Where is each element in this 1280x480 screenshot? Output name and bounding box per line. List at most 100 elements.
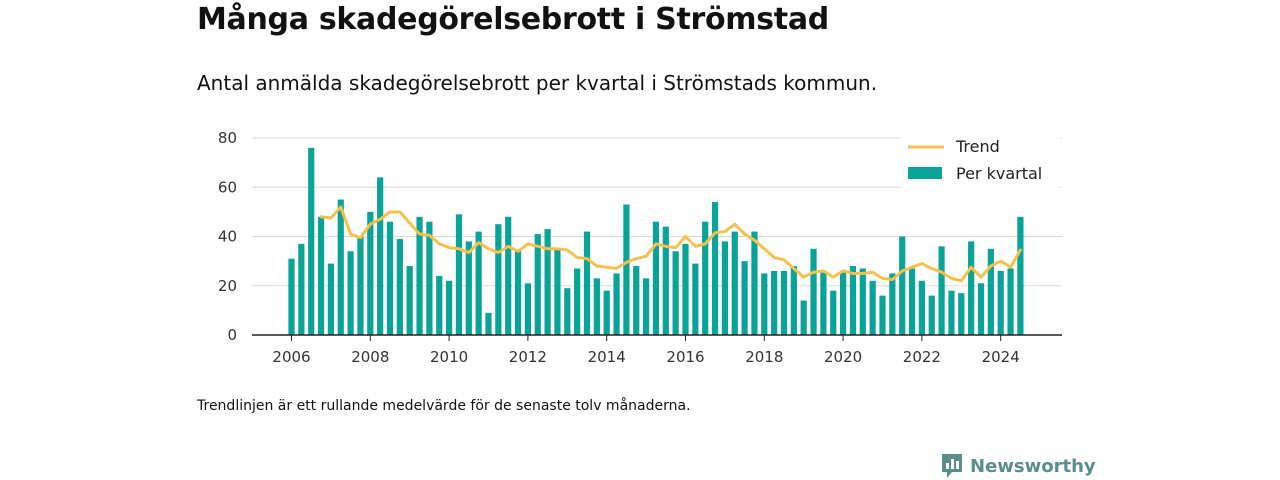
- bar: [790, 266, 797, 335]
- y-tick-label: 60: [218, 178, 237, 196]
- bar: [465, 241, 472, 335]
- bar: [958, 293, 965, 335]
- bar: [288, 258, 295, 335]
- bar: [386, 221, 394, 335]
- bar: [564, 288, 571, 335]
- legend-label-trend: Trend: [955, 137, 1000, 156]
- bar: [367, 211, 374, 336]
- bar: [495, 224, 502, 335]
- bar: [485, 312, 492, 335]
- footnote: Trendlinjen är ett rullande medelvärde f…: [197, 398, 691, 414]
- bar: [1007, 268, 1014, 335]
- bar: [751, 231, 758, 335]
- bar: [731, 231, 738, 335]
- bar: [702, 221, 709, 335]
- bar: [761, 273, 768, 335]
- bar-chart: 0 20 40 60 80 2006 2008 2010 2012 2014 2016 2018 202…: [218, 129, 1062, 366]
- bar: [849, 266, 857, 335]
- y-tick-label: 20: [218, 277, 237, 295]
- legend: Trend Per kvartal: [900, 133, 1060, 189]
- bar: [997, 270, 1004, 335]
- bar: [780, 270, 788, 335]
- x-tick-label: 2014: [588, 348, 626, 366]
- bar: [455, 214, 463, 335]
- bar: [652, 221, 660, 335]
- x-tick-label: 2018: [745, 348, 783, 366]
- bar: [554, 248, 561, 335]
- bar: [633, 266, 640, 335]
- newsworthy-logo-icon: [942, 454, 962, 478]
- x-tick-label: 2010: [430, 348, 468, 366]
- y-tick-label: 40: [218, 228, 237, 246]
- bar: [337, 199, 344, 335]
- y-tick-label: 0: [227, 326, 237, 344]
- legend-background: [900, 133, 1060, 189]
- bar: [741, 261, 748, 336]
- x-tick-label: 2006: [272, 348, 310, 366]
- bar: [347, 251, 354, 335]
- bar: [948, 290, 955, 335]
- brand-logo[interactable]: Newsworthy: [940, 452, 1096, 480]
- brand-name: Newsworthy: [970, 455, 1096, 477]
- bar: [820, 270, 827, 335]
- bar: [298, 243, 305, 335]
- chart-title: Många skadegörelsebrott i Strömstad: [197, 2, 829, 37]
- trend-line-group: [319, 205, 1022, 283]
- bar: [406, 266, 413, 335]
- x-tick-label: 2022: [903, 348, 941, 366]
- bar: [317, 216, 325, 335]
- bar: [623, 204, 630, 335]
- bar: [446, 280, 453, 335]
- bar: [938, 246, 945, 335]
- bar: [869, 280, 876, 335]
- bar: [682, 243, 689, 335]
- bar: [603, 290, 610, 335]
- bar: [721, 241, 728, 335]
- bar: [396, 238, 403, 335]
- bar: [643, 278, 650, 335]
- x-tick-label: 2024: [982, 348, 1020, 366]
- bar: [357, 236, 364, 335]
- bar: [711, 202, 719, 335]
- bar: [879, 295, 886, 335]
- bar: [544, 229, 551, 335]
- bar: [574, 268, 581, 335]
- bars: [288, 147, 1024, 336]
- bar: [524, 283, 531, 335]
- bar: [416, 216, 423, 335]
- bar: [377, 177, 384, 335]
- bar: [327, 263, 334, 335]
- bar: [436, 275, 443, 335]
- bar: [583, 231, 591, 335]
- legend-bar-swatch: [908, 167, 942, 179]
- bar: [899, 236, 906, 335]
- bar: [613, 273, 620, 335]
- bar: [810, 248, 817, 335]
- trend-line: [319, 205, 1022, 283]
- x-tick-label: 2008: [351, 348, 389, 366]
- bar: [593, 278, 600, 335]
- bar: [928, 295, 935, 335]
- bar: [889, 273, 896, 335]
- bar: [692, 263, 699, 335]
- bar: [534, 234, 541, 335]
- bar: [800, 300, 807, 335]
- bar: [908, 268, 916, 335]
- bar: [505, 216, 512, 335]
- bar: [672, 251, 679, 335]
- legend-label-per-kvartal: Per kvartal: [956, 164, 1042, 183]
- bar: [475, 231, 482, 335]
- x-tick-label: 2020: [824, 348, 862, 366]
- axes: 0 20 40 60 80 2006 2008 2010 2012 2014 2016 2018 202…: [218, 129, 1062, 366]
- y-tick-label: 80: [218, 129, 237, 147]
- bar: [1017, 216, 1024, 335]
- bar: [987, 248, 994, 335]
- bar: [830, 290, 837, 335]
- bar: [771, 270, 778, 335]
- x-tick-label: 2012: [509, 348, 547, 366]
- bar: [514, 251, 522, 335]
- x-tick-label: 2016: [666, 348, 704, 366]
- bar: [308, 147, 315, 335]
- bar: [426, 221, 433, 335]
- bar: [977, 283, 985, 335]
